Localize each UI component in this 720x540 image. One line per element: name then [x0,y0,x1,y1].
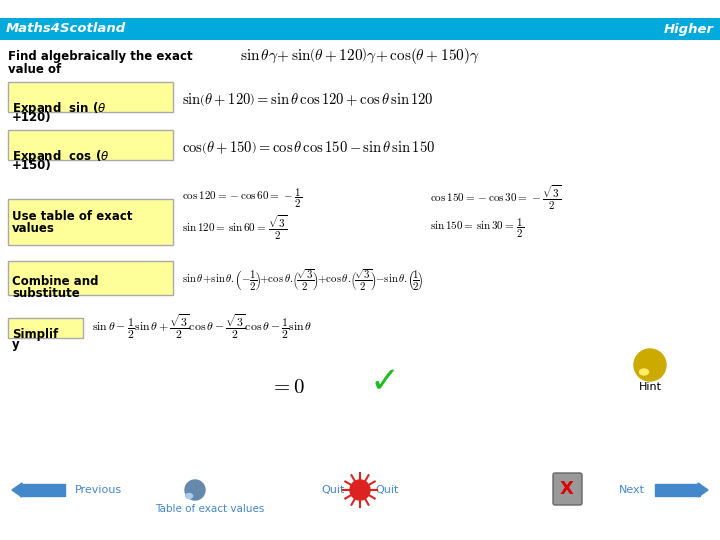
FancyBboxPatch shape [553,473,582,505]
Text: Hint: Hint [639,382,662,392]
Text: Expand  sin ($\theta$: Expand sin ($\theta$ [12,100,107,117]
Text: Find algebraically the exact: Find algebraically the exact [8,50,193,63]
Text: Quit: Quit [322,485,345,495]
Text: $\sin\theta°\!+\sin\!\left(\theta+120\right)°\!+\cos(\theta+150)°$: $\sin\theta°\!+\sin\!\left(\theta+120\ri… [240,46,480,66]
Text: $\cos120=-\cos60=\,-\dfrac{1}{2}$: $\cos120=-\cos60=\,-\dfrac{1}{2}$ [182,186,302,210]
Text: Previous: Previous [75,485,122,495]
Text: values: values [12,222,55,235]
Text: $\sin\!\left(\theta+120\right)=\sin\theta\,\cos120+\cos\theta\,\sin120$: $\sin\!\left(\theta+120\right)=\sin\thet… [182,91,433,109]
Bar [8,82,173,112]
Text: $\sin\theta-\dfrac{1}{2}\sin\theta+\dfrac{\sqrt{3}}{2}\cos\theta-\dfrac{\sqrt{3}: $\sin\theta-\dfrac{1}{2}\sin\theta+\dfra… [92,313,312,341]
Text: $=0$: $=0$ [270,377,305,397]
Text: Maths4Scotland: Maths4Scotland [6,23,126,36]
Text: y: y [12,338,19,351]
Text: Next: Next [619,485,645,495]
Circle shape [634,349,666,381]
Text: Simplif: Simplif [12,328,58,341]
Text: ✓: ✓ [370,365,400,399]
Text: Quit: Quit [375,485,398,495]
Text: $\sin120=\,\sin60=\,\dfrac{\sqrt{3}}{2}$: $\sin120=\,\sin60=\,\dfrac{\sqrt{3}}{2}$ [182,214,287,242]
Text: Use table of exact: Use table of exact [12,210,132,223]
Text: $\sin150=\,\sin30=\,\dfrac{1}{2}$: $\sin150=\,\sin30=\,\dfrac{1}{2}$ [430,216,524,240]
Text: X: X [560,480,574,498]
Text: Expand  cos ($\theta$: Expand cos ($\theta$ [12,148,109,165]
Polygon shape [655,484,700,496]
Circle shape [350,480,370,500]
Text: Higher: Higher [664,23,714,36]
Bar [8,318,83,338]
Text: substitute: substitute [12,287,80,300]
Text: +120): +120) [12,111,52,124]
Ellipse shape [185,480,205,500]
Text: Combine and: Combine and [12,275,99,288]
Text: +150): +150) [12,159,52,172]
Polygon shape [698,483,708,497]
Ellipse shape [639,369,649,375]
Bar [8,261,173,295]
Bar [0,18,720,40]
Polygon shape [12,483,22,497]
Polygon shape [20,484,65,496]
Bar [8,130,173,160]
Text: $\cos\!\left(\theta+150\right)=\cos\theta\,\cos150-\sin\theta\,\sin150$: $\cos\!\left(\theta+150\right)=\cos\thet… [182,139,436,157]
Ellipse shape [186,494,192,498]
Text: $\cos150=-\cos30=\,-\dfrac{\sqrt{3}}{2}$: $\cos150=-\cos30=\,-\dfrac{\sqrt{3}}{2}$ [430,184,562,212]
Bar [8,199,173,245]
Text: Table of exact values: Table of exact values [156,504,265,514]
Text: $\sin\theta\!+\!\sin\theta.\!\left(\!-\!\dfrac{1}{2}\!\right)\!\!+\!\cos\theta.\: $\sin\theta\!+\!\sin\theta.\!\left(\!-\!… [182,267,423,293]
Text: value of: value of [8,63,61,76]
